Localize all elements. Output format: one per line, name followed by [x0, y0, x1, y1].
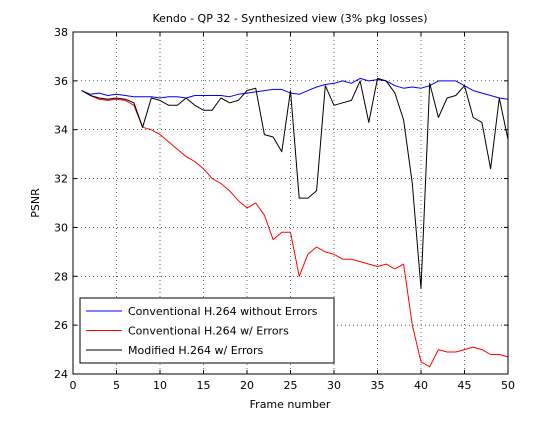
y-tick-label: 24 — [54, 368, 68, 381]
series-line-0 — [81, 77, 509, 100]
legend-label-1: Conventional H.264 w/ Errors — [128, 325, 289, 338]
y-axis-label: PSNR — [29, 188, 42, 218]
chart-title: Kendo - QP 32 - Synthesized view (3% pkg… — [152, 12, 427, 25]
x-tick-label: 35 — [371, 379, 385, 392]
legend-label-2: Modified H.264 w/ Errors — [128, 344, 264, 357]
x-tick-label: 50 — [501, 379, 515, 392]
x-tick-label: 15 — [197, 379, 211, 392]
x-tick-label: 5 — [113, 379, 120, 392]
y-tick-label: 36 — [54, 75, 68, 88]
x-axis-label: Frame number — [250, 398, 331, 411]
x-tick-label: 10 — [153, 379, 167, 392]
legend-box — [79, 297, 335, 364]
y-tick-label: 34 — [54, 124, 68, 137]
y-tick-label: 38 — [54, 26, 68, 39]
legend-label-0: Conventional H.264 without Errors — [128, 305, 318, 318]
x-tick-label: 25 — [284, 379, 298, 392]
x-tick-label: 20 — [240, 379, 254, 392]
y-tick-label: 32 — [54, 173, 68, 186]
x-tick-label: 40 — [414, 379, 428, 392]
y-tick-label: 28 — [54, 270, 68, 283]
series-line-1 — [81, 90, 509, 368]
y-tick-label: 30 — [54, 221, 68, 234]
series-layer — [81, 77, 509, 368]
y-tick-label: 26 — [54, 319, 68, 332]
x-tick-label: 0 — [70, 379, 77, 392]
legend: Conventional H.264 without Errors Convent… — [79, 297, 335, 364]
x-tick-label: 30 — [327, 379, 341, 392]
x-tick-label: 45 — [458, 379, 472, 392]
series-line-2 — [81, 77, 509, 289]
tick-layer: 0 5 10 15 20 25 30 35 40 45 50 24 26 28 30 32 34 36 38 — [54, 26, 515, 392]
